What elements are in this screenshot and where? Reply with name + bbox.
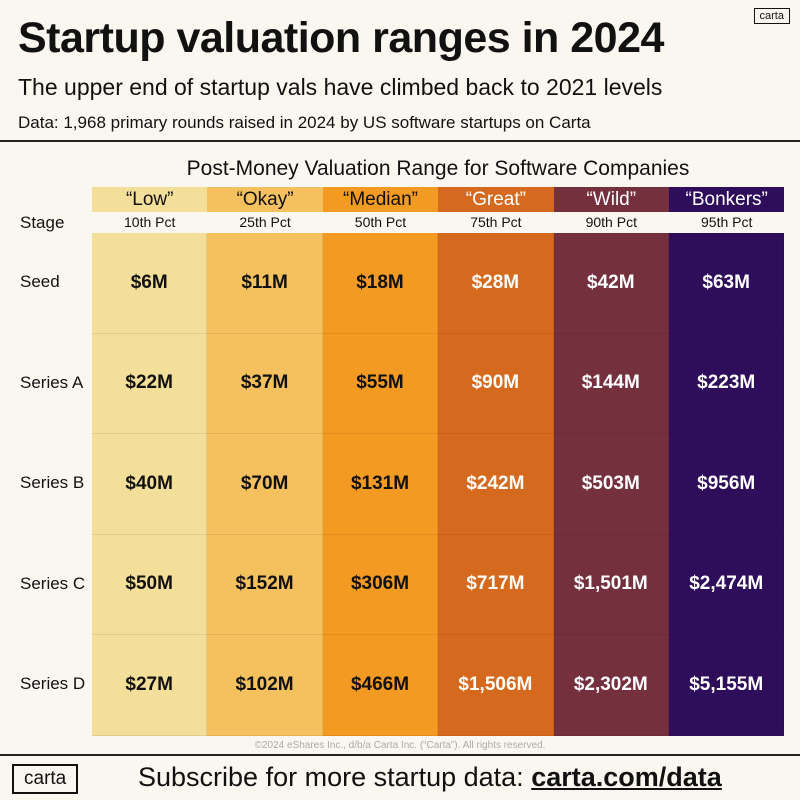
data-note: Data: 1,968 primary rounds raised in 202… [18, 113, 591, 132]
valuation-cell: $1,501M [553, 534, 669, 635]
valuation-cell: $42M [553, 233, 669, 334]
percentile-label: 90th Pct [553, 212, 669, 233]
valuation-cell: $131M [322, 434, 439, 535]
valuation-cell: $5,155M [669, 635, 785, 736]
subscribe-text: Subscribe for more startup data: [138, 762, 532, 792]
valuation-cell: $70M [207, 434, 323, 535]
column-header: “Okay” [207, 187, 323, 212]
column-header: “Great” [438, 187, 554, 212]
valuation-cell: $956M [669, 434, 785, 535]
valuation-cell: $2,474M [669, 534, 785, 635]
percentile-label: 95th Pct [669, 212, 785, 233]
valuation-cell: $466M [322, 635, 439, 736]
valuation-cell: $242M [438, 434, 554, 535]
valuation-cell: $102M [207, 635, 323, 736]
valuation-cell: $63M [669, 233, 785, 334]
divider [0, 140, 800, 142]
valuation-cell: $717M [438, 534, 554, 635]
subscribe-cta: Subscribe for more startup data: carta.c… [138, 762, 722, 793]
valuation-cell: $40M [92, 434, 208, 535]
column-header: “Bonkers” [669, 187, 785, 212]
carta-logo: carta [12, 764, 79, 794]
valuation-cell: $306M [322, 534, 439, 635]
column-header: “Low” [92, 187, 208, 212]
valuation-cell: $11M [207, 233, 323, 334]
stage-label: Series B [20, 473, 85, 493]
subtitle: The upper end of startup vals have climb… [18, 74, 663, 100]
carta-logo: carta [753, 8, 790, 24]
stage-label: Seed [20, 272, 60, 292]
valuation-cell: $55M [322, 333, 439, 434]
percentile-label: 10th Pct [92, 212, 208, 233]
page-title: Startup valuation ranges in 2024 [18, 14, 664, 62]
valuation-cell: $18M [322, 233, 439, 334]
valuation-cell: $1,506M [438, 635, 554, 736]
valuation-cell: $28M [438, 233, 554, 334]
copyright: ©2024 eShares Inc., d/b/a Carta Inc. (“C… [254, 740, 546, 751]
valuation-cell: $90M [438, 333, 554, 434]
valuation-cell: $2,302M [553, 635, 669, 736]
valuation-cell: $27M [92, 635, 208, 736]
chart-title: Post-Money Valuation Range for Software … [186, 157, 690, 180]
valuation-cell: $223M [669, 333, 785, 434]
stage-label: Series A [20, 372, 84, 392]
valuation-cell: $144M [553, 333, 669, 434]
divider [0, 754, 800, 756]
stage-header: Stage [20, 213, 65, 232]
percentile-label: 50th Pct [322, 212, 439, 233]
stage-label: Series C [20, 573, 86, 593]
percentile-label: 25th Pct [207, 212, 323, 233]
valuation-cell: $22M [92, 333, 208, 434]
stage-label: Series D [20, 674, 86, 694]
column-header: “Wild” [553, 187, 669, 212]
valuation-cell: $152M [207, 534, 323, 635]
percentile-label: 75th Pct [438, 212, 554, 233]
valuation-cell: $503M [553, 434, 669, 535]
subscribe-link[interactable]: carta.com/data [531, 762, 722, 792]
valuation-cell: $50M [92, 534, 208, 635]
valuation-cell: $37M [207, 333, 323, 434]
column-header: “Median” [322, 187, 439, 212]
valuation-cell: $6M [92, 233, 208, 334]
